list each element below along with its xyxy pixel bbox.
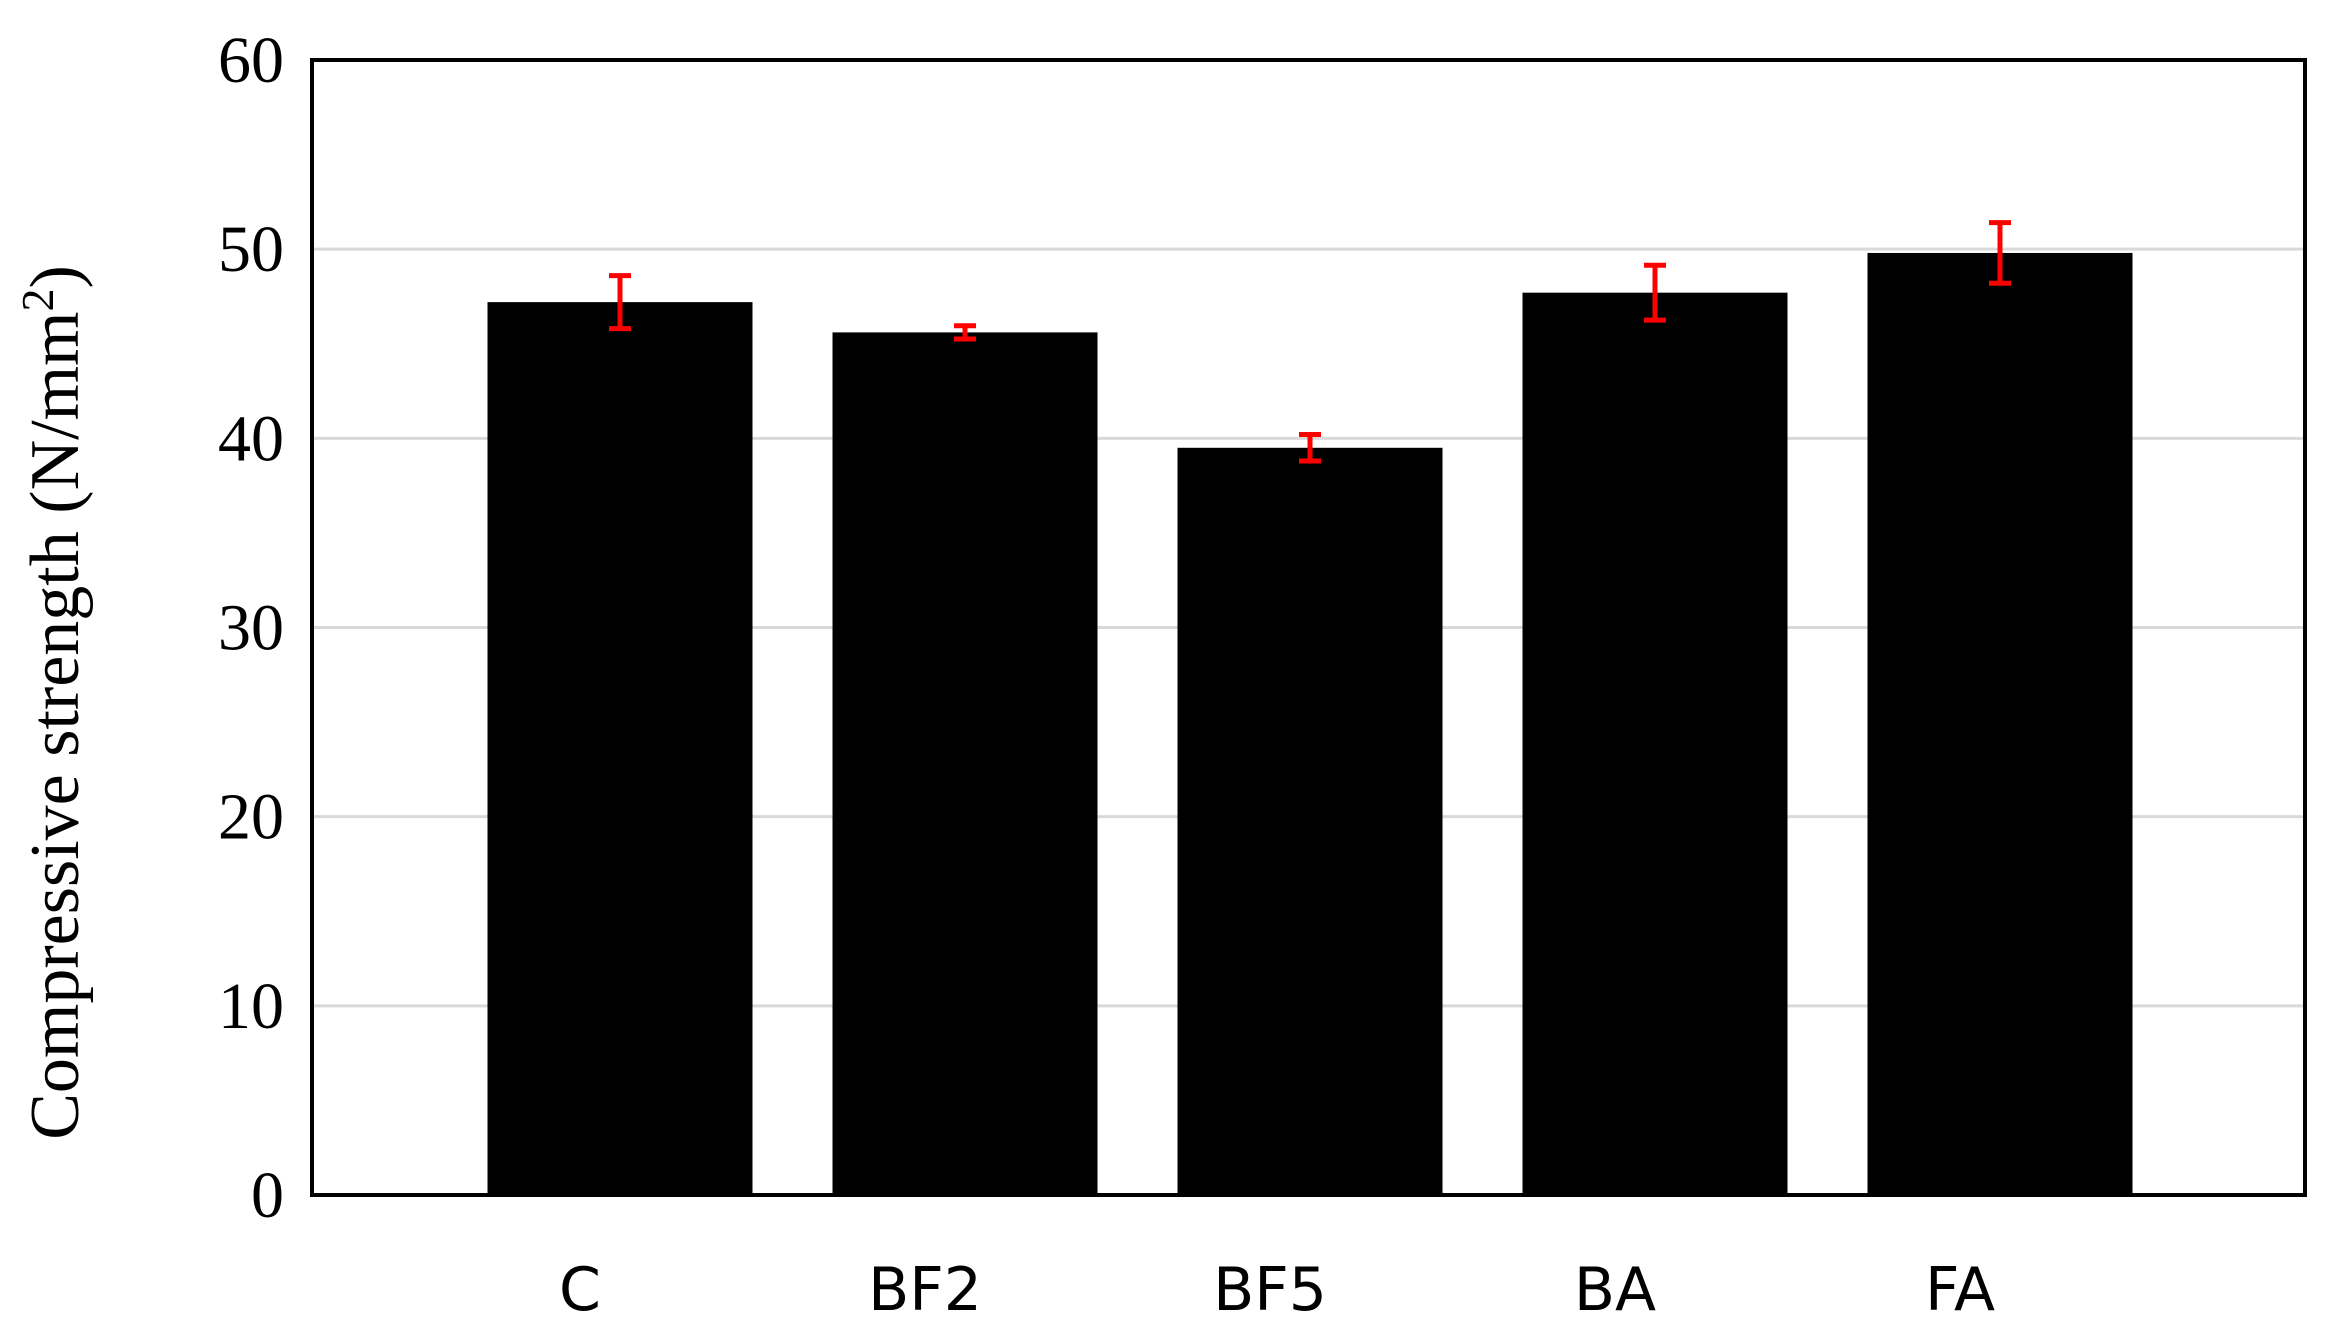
y-axis-label-main: Compressive strength (N/mm: [17, 312, 94, 1140]
x-tick-label-ba: BA: [1574, 1255, 1656, 1325]
y-tick-label-40: 40: [218, 402, 284, 475]
x-tick-label-c: C: [559, 1255, 601, 1325]
error-bar-c: [609, 273, 631, 332]
y-tick-label-0: 0: [251, 1159, 284, 1232]
bar-bf2: [832, 332, 1098, 1195]
plot-frame: [310, 58, 2307, 1197]
error-bar-fa: [1989, 220, 2011, 286]
bar-bf5: [1177, 447, 1443, 1196]
x-tick-labels: C BF2 BF5 BA FA: [559, 1255, 1995, 1325]
bar-ba: [1522, 292, 1788, 1195]
y-tick-label-30: 30: [218, 592, 284, 665]
x-tick-label-bf5: BF5: [1213, 1255, 1327, 1325]
bars: [487, 252, 2133, 1196]
y-tick-labels: 0 10 20 30 40 50 60: [218, 24, 284, 1232]
error-bar-bf5: [1299, 432, 1321, 464]
bar-c: [487, 302, 753, 1196]
error-bars: [609, 220, 2011, 464]
y-axis-label-superscript: 2: [12, 289, 63, 312]
x-tick-label-fa: FA: [1925, 1255, 1995, 1325]
error-bar-bf2: [954, 323, 976, 342]
y-tick-label-60: 60: [218, 24, 284, 97]
y-axis-label: Compressive strength (N/mm2): [12, 265, 95, 1140]
x-tick-label-bf2: BF2: [868, 1255, 982, 1325]
y-tick-label-50: 50: [218, 213, 284, 286]
y-tick-label-10: 10: [218, 970, 284, 1043]
y-tick-label-20: 20: [218, 781, 284, 854]
error-bar-ba: [1644, 262, 1666, 323]
y-axis-label-close: ): [17, 265, 94, 288]
bar-fa: [1867, 252, 2133, 1195]
